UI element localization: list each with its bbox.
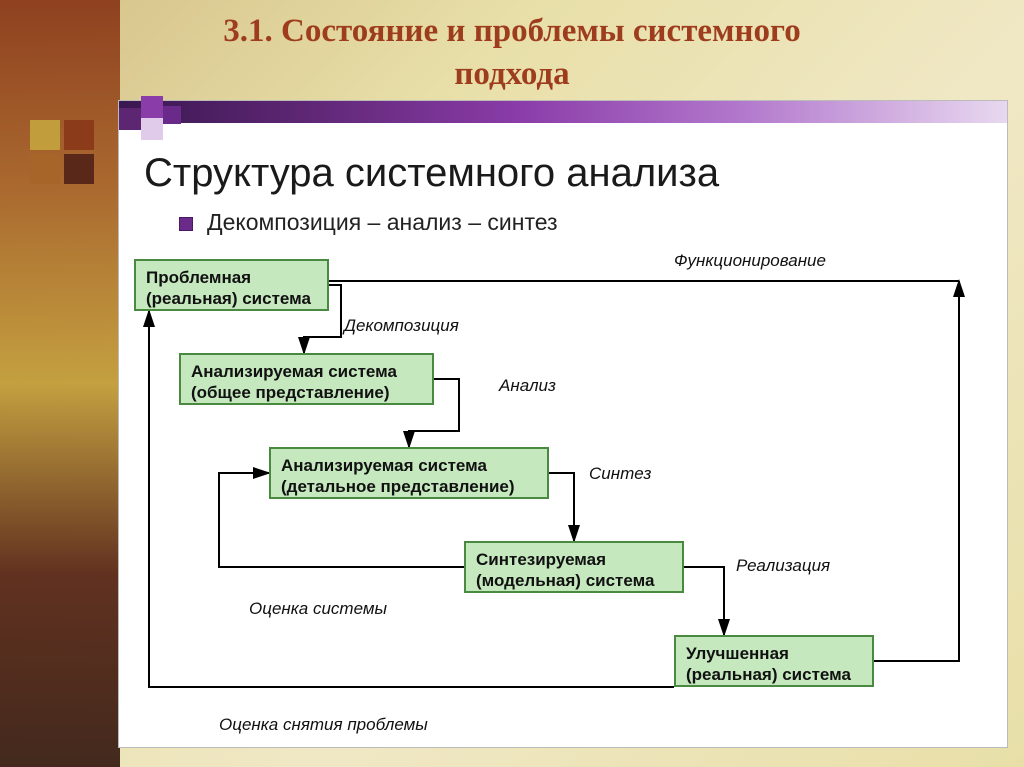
flow-box-line1: Анализируемая система xyxy=(281,455,537,476)
decor-square xyxy=(119,108,141,130)
flow-box-line2: (реальная) система xyxy=(686,664,862,685)
flow-box-line1: Синтезируемая xyxy=(476,549,672,570)
slide-title-line1: 3.1. Состояние и проблемы системного xyxy=(223,13,800,49)
decor-square xyxy=(30,154,60,184)
inner-title: Структура системного анализа xyxy=(144,151,719,196)
decor-square xyxy=(141,96,163,118)
flowchart-diagram: Проблемная(реальная) системаАнализируема… xyxy=(119,241,1009,749)
flow-box-n2: Анализируемая система(общее представлени… xyxy=(179,353,434,405)
left-decor-squares xyxy=(30,120,94,184)
decor-square xyxy=(141,118,163,140)
inner-panel: Структура системного анализа Декомпозици… xyxy=(118,100,1008,748)
left-decor-strip xyxy=(0,0,120,767)
flow-box-line2: (модельная) система xyxy=(476,570,672,591)
bullet-square-icon xyxy=(179,217,193,231)
decor-square xyxy=(64,120,94,150)
decor-square xyxy=(163,106,181,124)
slide-title-line2: подхода xyxy=(454,56,569,92)
flow-label-l_an: Анализ xyxy=(499,376,556,396)
gradient-bar xyxy=(119,101,1007,123)
flow-box-line1: Улучшенная xyxy=(686,643,862,664)
flow-box-n4: Синтезируемая(модельная) система xyxy=(464,541,684,593)
flow-box-n1: Проблемная(реальная) система xyxy=(134,259,329,311)
flow-label-l_prob: Оценка снятия проблемы xyxy=(219,715,428,735)
flow-box-line2: (общее представление) xyxy=(191,382,422,403)
flow-box-line2: (детальное представление) xyxy=(281,476,537,497)
flow-box-line1: Проблемная xyxy=(146,267,317,288)
flow-label-l_syn: Синтез xyxy=(589,464,651,484)
arrows-svg xyxy=(119,241,1009,749)
bullet-text: Декомпозиция – анализ – синтез xyxy=(207,209,558,235)
flow-edge xyxy=(874,281,959,661)
flow-box-line2: (реальная) система xyxy=(146,288,317,309)
decor-square xyxy=(64,154,94,184)
bullet-line: Декомпозиция – анализ – синтез xyxy=(179,209,558,236)
flow-label-l_eval: Оценка системы xyxy=(249,599,387,619)
flow-label-l_real: Реализация xyxy=(736,556,830,576)
flow-box-n3: Анализируемая система(детальное представ… xyxy=(269,447,549,499)
flow-edge xyxy=(549,473,574,541)
flow-box-line1: Анализируемая система xyxy=(191,361,422,382)
flow-box-n5: Улучшенная(реальная) система xyxy=(674,635,874,687)
flow-label-l_dec: Декомпозиция xyxy=(344,316,459,336)
flow-edge xyxy=(684,567,724,635)
slide-title: 3.1. Состояние и проблемы системного под… xyxy=(0,10,1024,96)
decor-square xyxy=(30,120,60,150)
flow-label-l_func: Функционирование xyxy=(674,251,826,271)
